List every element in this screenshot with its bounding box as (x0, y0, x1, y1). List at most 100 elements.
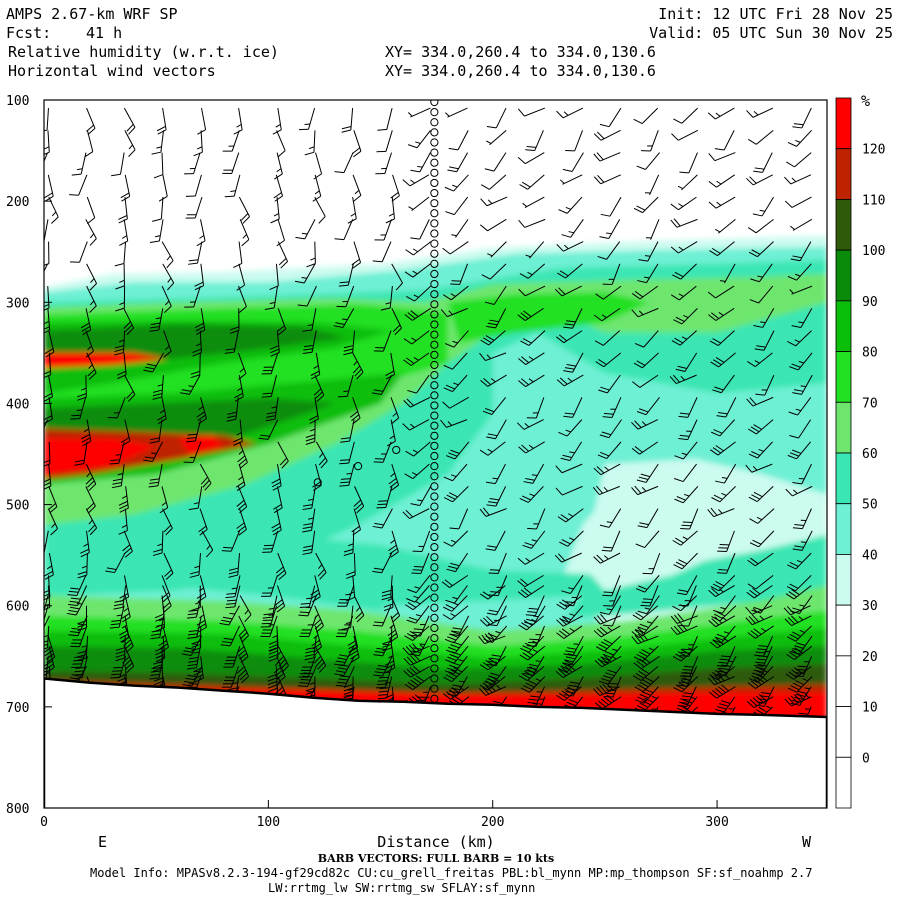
calm-wind-circle (430, 279, 439, 289)
wind-barb (115, 263, 125, 290)
wind-barb (335, 666, 355, 687)
wind-barb (404, 263, 431, 278)
wind-barb (304, 636, 317, 661)
wind-barb (479, 655, 506, 671)
wind-barb (295, 219, 316, 240)
wind-barb (70, 241, 88, 263)
wind-barb (274, 585, 286, 613)
wind-barb (717, 552, 736, 574)
wind-barb (747, 674, 775, 689)
wind-barb (445, 107, 468, 118)
wind-barb (677, 174, 698, 191)
xy-line-1: XY= 334.0,260.4 to 334.0,130.6 (385, 43, 656, 61)
wind-barb (194, 263, 205, 291)
wind-barb (180, 374, 201, 395)
wind-barb (262, 595, 278, 619)
wind-barb (562, 645, 584, 666)
wind-barb (787, 330, 812, 347)
wind-barb (313, 645, 327, 673)
wind-barb (640, 585, 659, 607)
wind-barb (746, 174, 773, 186)
wind-barb (676, 575, 698, 596)
wind-barb (753, 152, 773, 173)
wind-barb (66, 595, 87, 616)
wind-barb (390, 397, 400, 425)
wind-barb (716, 645, 736, 667)
wind-barb (273, 486, 283, 514)
wind-barb (239, 595, 252, 623)
colorbar-tick-label: 30 (862, 599, 878, 614)
wind-barb (554, 552, 582, 563)
calm-wind-circle (430, 684, 439, 693)
wind-barb (373, 635, 393, 657)
colorbar-tick-label: 60 (862, 447, 878, 462)
wind-barb (107, 397, 126, 419)
wind-barb (309, 397, 319, 424)
wind-barb (442, 605, 469, 621)
wind-barb (201, 530, 214, 558)
wind-barb (74, 441, 88, 466)
wind-barb (44, 605, 49, 622)
wind-barb (749, 530, 775, 548)
wind-barb (260, 615, 278, 638)
calm-wind-circle (430, 310, 439, 319)
wind-barb (792, 107, 812, 129)
wind-barb (184, 285, 201, 308)
wind-barb (593, 552, 621, 564)
wind-barb (637, 508, 659, 529)
calm-wind-circle (430, 644, 439, 653)
calm-wind-circle (430, 522, 439, 531)
calm-wind-circle (430, 492, 439, 501)
wind-barb (444, 486, 469, 503)
wind-barb (746, 585, 773, 599)
wind-barb (443, 595, 468, 612)
wind-barb (85, 219, 97, 246)
field-title-wind: Horizontal wind vectors (8, 62, 216, 80)
wind-barb (445, 196, 469, 216)
wind-barb (518, 615, 544, 631)
x-axis-label: Distance (km) (377, 833, 494, 851)
colorbar-swatch (835, 148, 852, 200)
wind-barb (153, 152, 164, 179)
wind-barb (298, 595, 317, 617)
rh-band-120 (44, 352, 168, 368)
wind-barb (149, 419, 163, 444)
wind-barb (404, 625, 430, 641)
wind-barb (226, 397, 239, 422)
calm-wind-circle (430, 664, 439, 673)
wind-barb (181, 635, 203, 656)
wind-barb (337, 585, 355, 607)
calm-wind-circle (430, 603, 439, 612)
plot-area (44, 100, 827, 808)
wind-barb (559, 530, 584, 547)
wind-barb (631, 419, 659, 430)
wind-barb (485, 530, 506, 551)
calm-wind-circle (430, 573, 439, 582)
wind-barb (789, 285, 813, 295)
wind-barb (635, 575, 660, 593)
wind-barb (385, 197, 395, 224)
wind-barb (411, 552, 430, 575)
wind-barb (519, 645, 546, 661)
wind-barb (376, 486, 393, 509)
wind-barb (519, 263, 546, 279)
wind-barb (632, 666, 659, 681)
wind-barb (554, 285, 582, 297)
wind-barb (670, 196, 697, 211)
calm-wind-circle (430, 583, 439, 592)
wind-barb (602, 575, 621, 597)
wind-barb (679, 605, 698, 627)
wind-barb (479, 675, 506, 691)
wind-barb (123, 308, 135, 336)
wind-barb (85, 463, 97, 491)
wind-barb (678, 419, 698, 441)
wind-barb (638, 241, 659, 262)
wind-barb (593, 613, 621, 625)
wind-barb (711, 486, 736, 503)
wind-barb (712, 374, 735, 394)
wind-barb (449, 508, 469, 530)
wind-barb (410, 219, 430, 240)
wind-barb (274, 152, 283, 180)
wind-barb (632, 605, 659, 621)
wind-barb (520, 635, 545, 653)
